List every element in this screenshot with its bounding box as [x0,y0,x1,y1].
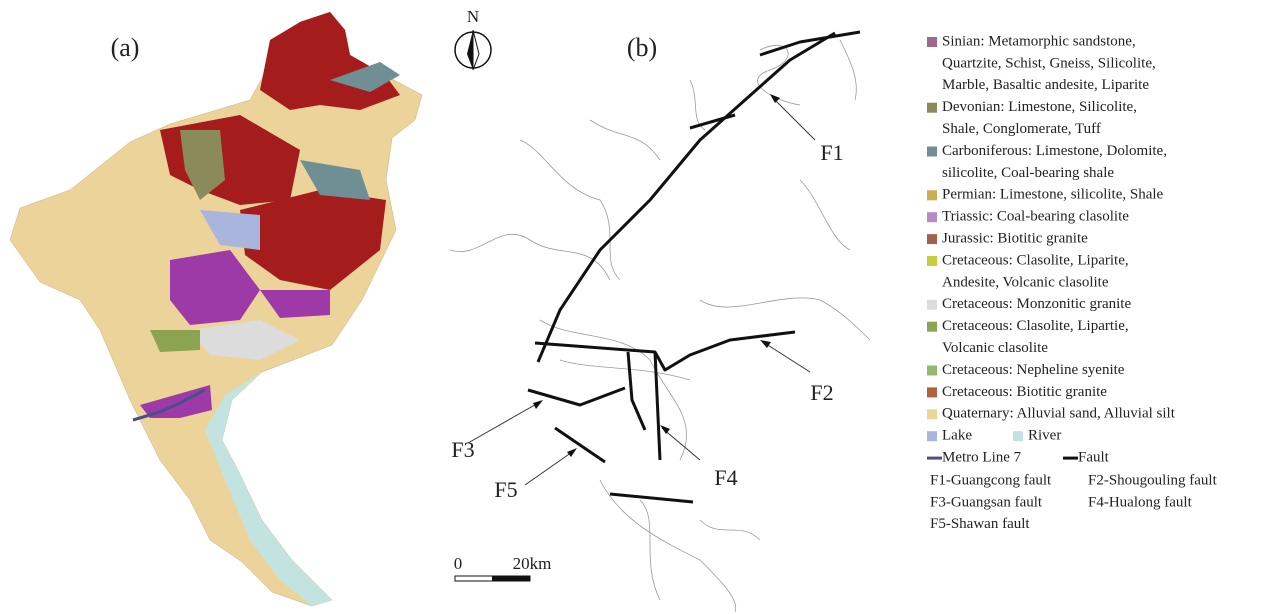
north-label: N [467,7,479,26]
legend: Sinian: Metamorphic sandstone, Quartzite,… [927,33,1218,532]
legend-label: Devonian: Limestone, Silicolite, [942,99,1137,115]
legend-swatch [927,366,937,376]
fault-label: F1 [820,140,843,165]
legend-label: Fault [1078,450,1110,466]
legend-swatch [927,256,937,266]
geology-map [10,12,422,606]
legend-label: Quaternary: Alluvial sand, Alluvial silt [942,406,1176,422]
scale-bar [455,576,530,581]
legend-label: Cretaceous: Monzonitic granite [942,296,1131,312]
legend-swatch [927,147,937,157]
legend-label: Cretaceous: Clasolite, Lipartie, [942,318,1129,334]
legend-label: Permian: Limestone, silicolite, Shale [942,187,1164,203]
panel-label: (b) [627,33,657,62]
fault-name: F1-Guangcong fault [930,472,1052,488]
legend-swatch [927,234,937,244]
legend-label: Triassic: Coal-bearing clasolite [942,209,1129,225]
legend-swatch [927,409,937,419]
scale-label: 20km [513,554,552,573]
figure: (a) (b) N F1 F2 [0,0,1266,614]
legend-label: Marble, Basaltic andesite, Liparite [942,77,1149,93]
legend-label: Sinian: Metamorphic sandstone, [942,33,1136,49]
legend-label: Jurassic: Biotitic granite [942,231,1088,247]
panel-label: (a) [111,33,140,62]
legend-swatch [927,103,937,113]
legend-label: Cretaceous: Nepheline syenite [942,362,1125,378]
legend-label: Lake [942,428,972,444]
legend-label: Carboniferous: Limestone, Dolomite, [942,143,1167,159]
legend-label: Quartzite, Schist, Gneiss, Silicolite, [942,55,1156,71]
legend-label: Metro Line 7 [942,450,1022,466]
legend-swatch [927,300,937,310]
legend-swatch [927,431,937,441]
fault-label: F2 [810,380,833,405]
legend-swatch [927,37,937,47]
legend-swatch [927,212,937,222]
fault-name: F2-Shougouling fault [1088,472,1218,488]
scale-label: 0 [454,554,463,573]
fault-name: F4-Hualong fault [1088,494,1193,510]
north-arrow [455,30,491,70]
legend-label: silicolite, Coal-bearing shale [942,165,1114,181]
fault-label: F3 [451,437,474,462]
fault-label: F4 [714,465,737,490]
legend-swatch [1013,431,1023,441]
legend-swatch [927,387,937,397]
faults [528,32,860,502]
legend-label: Volcanic clasolite [942,340,1048,356]
legend-label: Andesite, Volcanic clasolite [942,274,1109,290]
legend-label: Cretaceous: Clasolite, Liparite, [942,252,1129,268]
fault-name: F3-Guangsan fault [930,494,1043,510]
river-network [450,40,870,612]
legend-label: River [1028,428,1061,444]
legend-label: Shale, Conglomerate, Tuff [942,121,1101,137]
fault-pointers [468,94,815,485]
fault-name: F5-Shawan fault [930,516,1030,532]
fault-label: F5 [494,477,517,502]
legend-swatch [927,190,937,200]
legend-label: Cretaceous: Biotitic granite [942,384,1107,400]
legend-swatch [927,322,937,332]
